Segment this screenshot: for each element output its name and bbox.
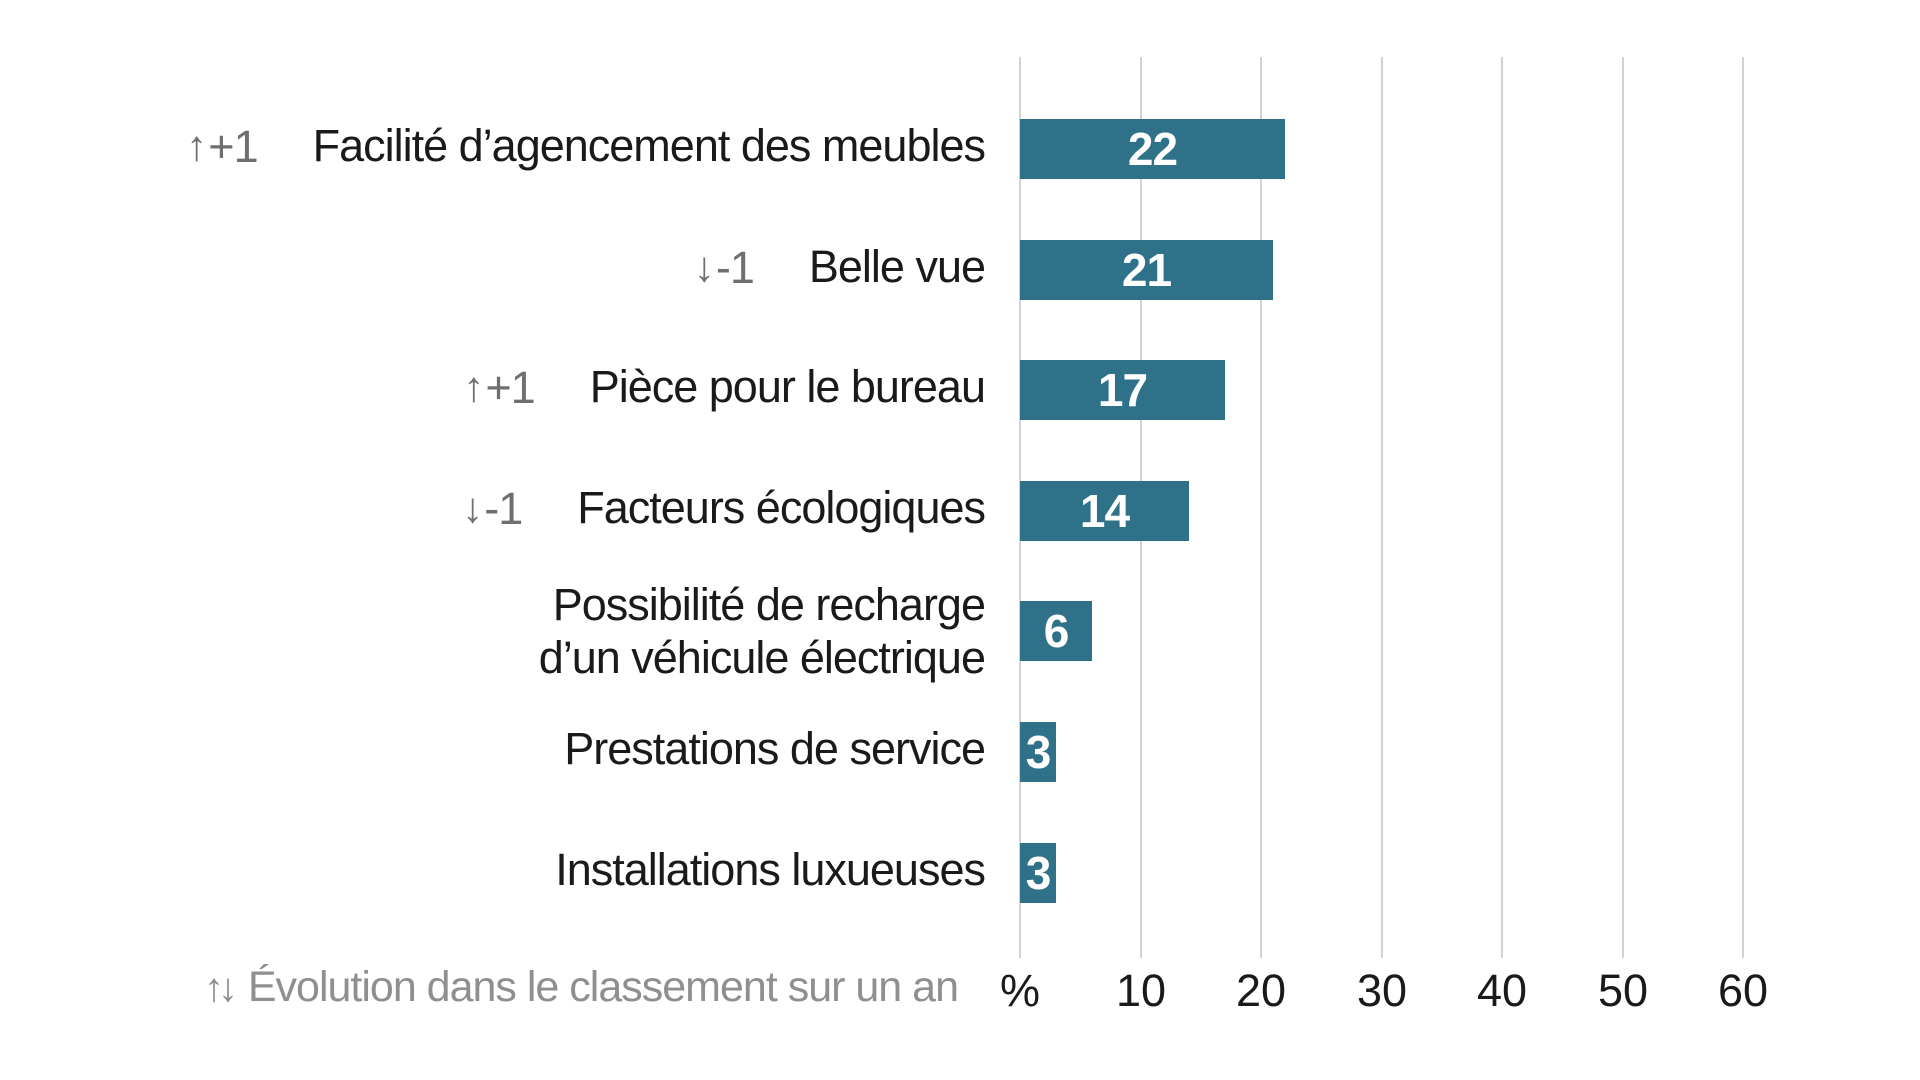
bar-value-label: 22: [1127, 123, 1178, 175]
x-tick-label-10: 10: [1115, 965, 1167, 1016]
rank-change-value: +1: [485, 361, 535, 413]
rank-change-value: +1: [208, 120, 258, 172]
legend-footnote: ↑↓ Évolution dans le classement sur un a…: [203, 963, 959, 1011]
bar-value-label: 14: [1079, 485, 1130, 537]
rank-change-indicator: ↓ -1: [462, 482, 523, 534]
bar: 6: [1020, 601, 1092, 661]
category-label: Pièce pour le bureau: [589, 361, 986, 413]
bar: 21: [1020, 240, 1273, 300]
arrow-up-icon: ↑: [463, 363, 484, 410]
arrow-up-icon: ↑: [186, 122, 207, 169]
arrow-down-icon: ↓: [462, 484, 483, 531]
gridline-40: [1501, 57, 1503, 958]
rank-change-value: -1: [715, 241, 755, 293]
x-tick-label-40: 40: [1476, 965, 1528, 1016]
up-down-arrows-icon: ↑↓: [203, 965, 238, 1010]
x-tick-label-%: %: [999, 965, 1040, 1016]
x-tick-label-60: 60: [1717, 965, 1769, 1016]
rank-change-indicator: ↓ -1: [693, 241, 755, 293]
rank-change-indicator: ↑ +1: [463, 361, 535, 413]
category-row: ↓ -1 Facteurs écologiques: [0, 481, 986, 535]
category-label: Possibilité de recharge d’un véhicule éle…: [538, 578, 986, 683]
gridline-20: [1260, 57, 1262, 958]
category-row: ↑ +1 Facilité d’agencement des meubles: [0, 119, 986, 173]
category-row: Prestations de service: [0, 722, 986, 776]
category-label: Prestations de service: [564, 723, 986, 775]
bar-value-label: 3: [1025, 726, 1052, 778]
x-tick-label-50: 50: [1597, 965, 1649, 1016]
gridline-60: [1742, 57, 1744, 958]
bar: 3: [1020, 843, 1056, 903]
rank-change-value: -1: [484, 482, 523, 534]
category-label: Facilité d’agencement des meubles: [312, 120, 986, 172]
bar-value-label: 17: [1097, 364, 1148, 416]
gridline-50: [1621, 57, 1624, 958]
category-row: Installations luxueuses: [0, 843, 986, 897]
bar-value-label: 21: [1121, 244, 1172, 296]
bar: 22: [1020, 119, 1285, 179]
bar: 3: [1020, 722, 1056, 782]
category-row: ↓ -1 Belle vue: [0, 240, 986, 294]
category-label: Installations luxueuses: [555, 844, 986, 896]
footnote-text: Évolution dans le classement sur un an: [247, 963, 959, 1011]
category-row: Possibilité de recharge d’un véhicule éle…: [0, 577, 986, 685]
category-label: Facteurs écologiques: [577, 482, 986, 534]
bar: 17: [1020, 360, 1225, 420]
x-tick-label-20: 20: [1235, 965, 1287, 1016]
category-label: Belle vue: [808, 241, 986, 293]
x-tick-label-30: 30: [1356, 965, 1408, 1016]
arrow-down-icon: ↓: [693, 243, 715, 290]
gridline-30: [1380, 57, 1383, 958]
bar: 14: [1020, 481, 1189, 541]
rank-change-indicator: ↑ +1: [186, 120, 258, 172]
bar-value-label: 6: [1043, 605, 1070, 657]
bar-value-label: 3: [1025, 847, 1052, 899]
category-row: ↑ +1 Pièce pour le bureau: [0, 360, 986, 414]
